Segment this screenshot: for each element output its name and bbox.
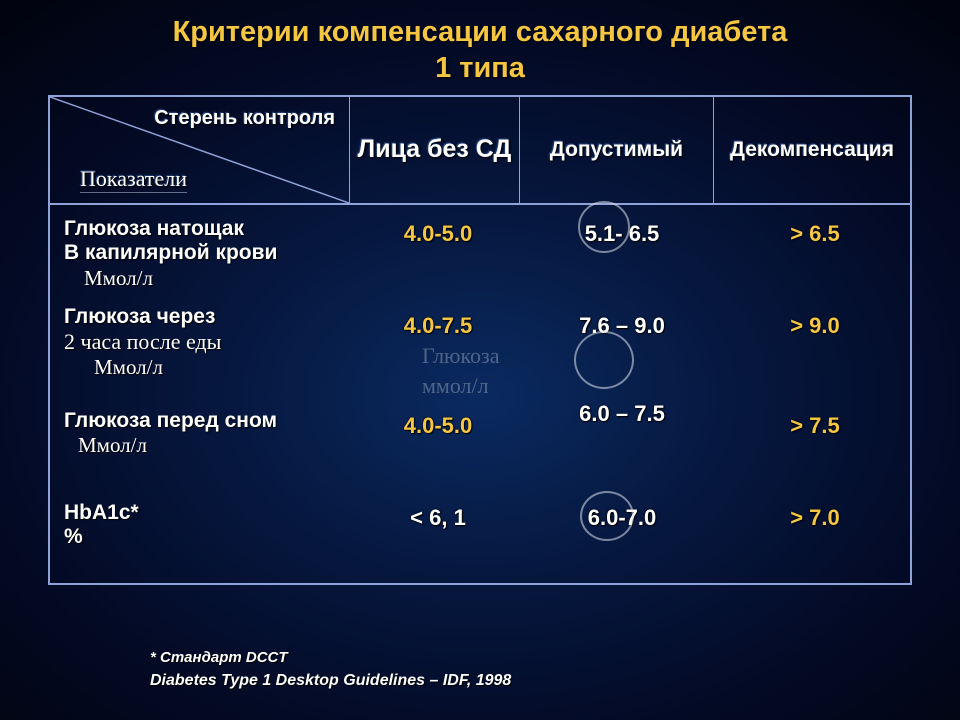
header-indicators: Показатели <box>80 166 187 193</box>
ghost-line2: ммол/л <box>422 373 489 399</box>
header-acceptable: Допустимый <box>520 97 714 203</box>
row4-main: HbA1c* <box>64 501 139 526</box>
row3-main: Глюкоза перед сном <box>64 409 277 434</box>
header-decompensation: Декомпенсация <box>714 97 910 203</box>
row2-col2: 4.0-7.5 <box>368 313 508 339</box>
row4-col4: > 7.0 <box>740 505 890 531</box>
title-line2: 1 типа <box>435 52 525 84</box>
row2-sub: 2 часа после еды <box>64 329 221 355</box>
row4-col2: < 6, 1 <box>368 505 508 531</box>
header-no-diabetes: Лица без СД <box>350 97 520 203</box>
title-line1: Критерии компенсации сахарного диабета <box>173 16 788 48</box>
row4-sub: % <box>64 525 139 550</box>
row1-label: Глюкоза натощак В капилярной крови Ммол/… <box>64 217 277 291</box>
table-header-row: Стерень контроля Показатели Лица без СД … <box>50 97 910 205</box>
row3-col4: > 7.5 <box>740 413 890 439</box>
row4-label: HbA1c* % <box>64 501 139 551</box>
row1-main: Глюкоза натощак <box>64 217 277 242</box>
footnote-line2: Diabetes Type 1 Desktop Guidelines – IDF… <box>150 670 511 692</box>
row2-circle <box>574 331 634 389</box>
footnote: * Стандарт DCCT Diabetes Type 1 Desktop … <box>150 648 511 692</box>
footnote-line1: * Стандарт DCCT <box>150 648 511 668</box>
slide-title: Критерии компенсации сахарного диабета 1… <box>0 0 960 87</box>
row2-label: Глюкоза через 2 часа после еды Ммол/л <box>64 305 221 380</box>
ghost-line1: Глюкоза <box>422 343 500 369</box>
row3-label: Глюкоза перед сном Ммол/л <box>64 409 277 459</box>
criteria-table: Стерень контроля Показатели Лица без СД … <box>48 95 912 585</box>
row1-unit: Ммол/л <box>84 266 277 291</box>
row2-col4: > 9.0 <box>740 313 890 339</box>
row3-col3: 6.0 – 7.5 <box>542 401 702 427</box>
header-control-degree: Стерень контроля <box>154 107 335 130</box>
row2-main: Глюкоза через <box>64 305 221 330</box>
row3-col2: 4.0-5.0 <box>368 413 508 439</box>
row2-unit: Ммол/л <box>94 355 221 380</box>
header-split-cell: Стерень контроля Показатели <box>50 97 350 203</box>
row1-col4: > 6.5 <box>740 221 890 247</box>
row4-col3: 6.0-7.0 <box>542 505 702 531</box>
row3-unit: Ммол/л <box>78 433 277 458</box>
table-body: Глюкоза натощак В капилярной крови Ммол/… <box>50 205 910 583</box>
row2-col3: 7.6 – 9.0 <box>542 313 702 339</box>
row1-col2: 4.0-5.0 <box>368 221 508 247</box>
row1-col3: 5.1- 6.5 <box>542 221 702 247</box>
row1-sub: В капилярной крови <box>64 241 277 266</box>
